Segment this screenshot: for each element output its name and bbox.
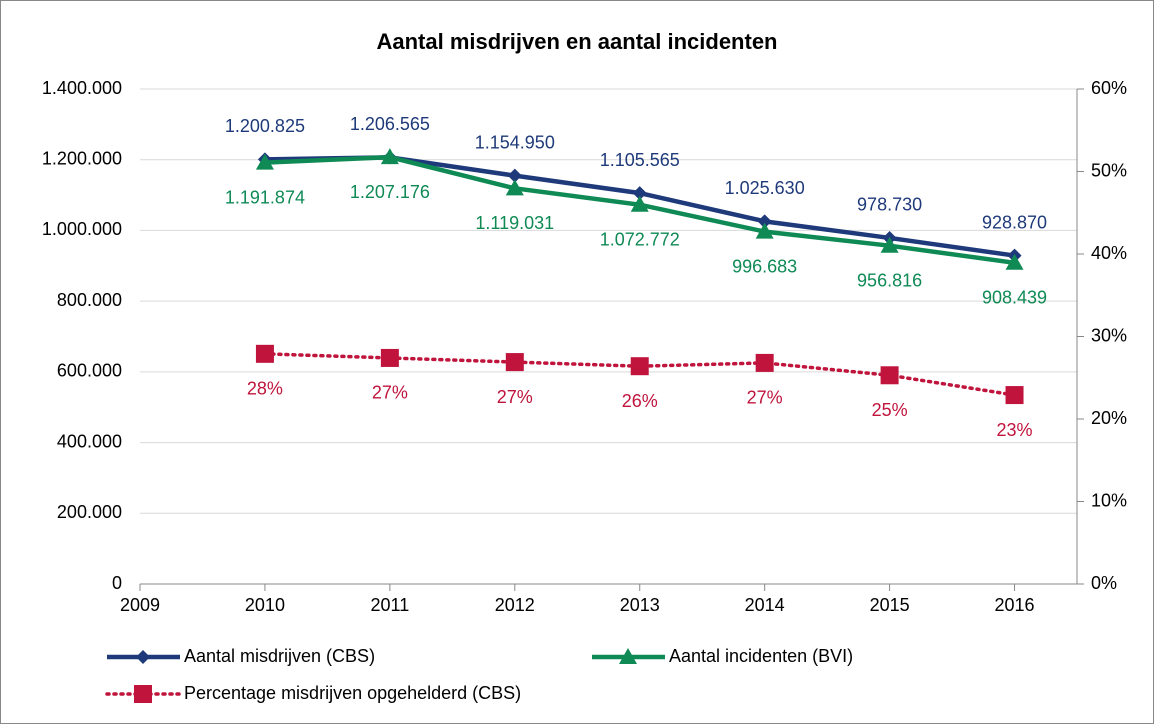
data-label: 1.206.565 — [350, 114, 430, 134]
y2-tick-label: 20% — [1091, 408, 1127, 428]
y2-tick-label: 30% — [1091, 325, 1127, 345]
data-label: 1.072.772 — [600, 229, 680, 249]
y-tick-label: 0 — [112, 573, 122, 593]
data-point — [1005, 386, 1024, 405]
y-tick-label: 200.000 — [57, 502, 122, 522]
data-label: 28% — [247, 379, 283, 399]
data-point — [505, 353, 524, 372]
y2-tick-label: 0% — [1091, 573, 1117, 593]
x-tick-label: 2014 — [745, 595, 785, 615]
data-label: 1.119.031 — [475, 213, 554, 233]
x-tick-label: 2016 — [995, 595, 1035, 615]
legend-label: Percentage misdrijven opgehelderd (CBS) — [184, 683, 521, 703]
y-tick-label: 600.000 — [57, 361, 122, 381]
data-point — [507, 168, 522, 183]
data-label: 23% — [997, 420, 1033, 440]
data-label: 27% — [372, 383, 408, 403]
legend-label: Aantal misdrijven (CBS) — [184, 646, 375, 666]
data-point — [632, 186, 647, 201]
data-point — [755, 353, 774, 372]
y2-tick-label: 10% — [1091, 490, 1127, 510]
data-label: 1.191.874 — [225, 187, 305, 207]
data-label: 1.154.950 — [475, 132, 555, 152]
data-point — [1005, 253, 1024, 270]
y-tick-label: 800.000 — [57, 290, 122, 310]
data-label: 908.439 — [982, 288, 1047, 308]
data-label: 27% — [747, 388, 783, 408]
legend-marker — [134, 685, 152, 703]
y2-tick-label: 40% — [1091, 243, 1127, 263]
data-label: 956.816 — [857, 270, 922, 290]
x-tick-label: 2010 — [245, 595, 285, 615]
data-label: 1.207.176 — [350, 182, 430, 202]
data-label: 25% — [872, 400, 908, 420]
y2-tick-label: 50% — [1091, 160, 1127, 180]
data-point — [757, 214, 772, 229]
data-label: 26% — [622, 391, 658, 411]
data-label: 27% — [497, 387, 533, 407]
data-point — [505, 179, 524, 196]
data-label: 996.683 — [732, 256, 797, 276]
data-label: 928.870 — [982, 212, 1047, 232]
legend-label: Aantal incidenten (BVI) — [669, 646, 853, 666]
y-tick-label: 1.400.000 — [42, 78, 122, 98]
data-point — [880, 236, 899, 253]
x-tick-label: 2012 — [495, 595, 535, 615]
x-tick-label: 2015 — [870, 595, 910, 615]
x-tick-label: 2011 — [371, 595, 410, 615]
y-tick-label: 1.200.000 — [42, 148, 122, 168]
data-label: 1.025.630 — [725, 178, 805, 198]
y2-tick-label: 60% — [1091, 78, 1127, 98]
data-point — [380, 348, 399, 367]
data-point — [630, 195, 649, 212]
legend-marker — [136, 650, 150, 664]
chart-title: Aantal misdrijven en aantal incidenten — [377, 29, 778, 54]
data-point — [255, 344, 274, 363]
data-point — [880, 366, 899, 385]
legend-marker — [619, 648, 637, 664]
data-label: 1.200.825 — [225, 116, 305, 136]
x-tick-label: 2009 — [120, 595, 160, 615]
x-tick-label: 2013 — [620, 595, 660, 615]
y-tick-label: 400.000 — [57, 431, 122, 451]
data-label: 1.105.565 — [600, 150, 680, 170]
y-tick-label: 1.000.000 — [42, 219, 122, 239]
data-point — [755, 222, 774, 239]
data-point — [255, 153, 274, 170]
data-point — [380, 148, 399, 165]
data-point — [630, 357, 649, 376]
data-label: 978.730 — [857, 195, 922, 215]
